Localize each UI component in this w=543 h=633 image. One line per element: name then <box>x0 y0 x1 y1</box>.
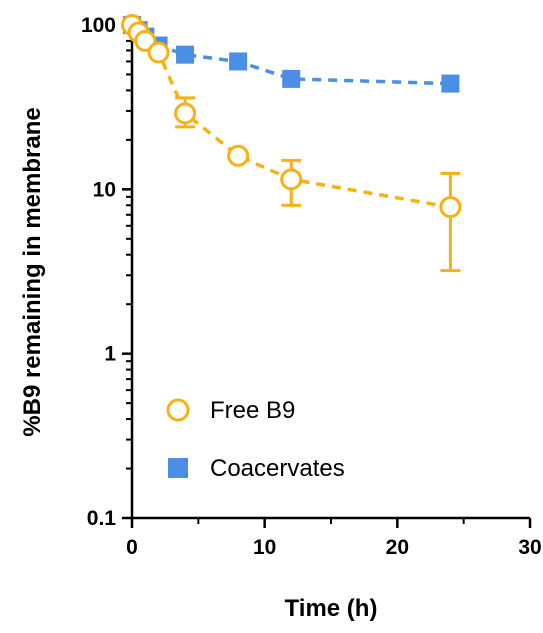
data-point <box>176 45 195 64</box>
y-axis-title: %B9 remaining in membrane <box>19 107 46 436</box>
legend-marker <box>166 398 190 422</box>
data-point <box>229 52 248 71</box>
data-point <box>227 144 250 167</box>
x-ticks: 0 10 20 30 <box>126 518 542 559</box>
y-tick-label: 10 <box>93 178 116 201</box>
legend-item: Coacervates <box>168 455 345 482</box>
series-free-b9 <box>121 14 462 273</box>
legend-marker <box>168 458 188 478</box>
plot-area <box>121 14 462 273</box>
x-tick-label: 30 <box>518 536 541 559</box>
x-axis: 0 10 20 30 <box>126 516 542 559</box>
x-tick-label: 10 <box>253 536 276 559</box>
x-axis-title: Time (h) <box>285 595 378 622</box>
legend-item: Free B9 <box>166 397 295 424</box>
data-point <box>280 168 303 191</box>
x-tick-label: 0 <box>126 536 138 559</box>
y-tick-label: 0.1 <box>87 507 117 530</box>
y-ticks: 0.1 1 10 100 <box>81 14 132 530</box>
data-point <box>439 196 462 219</box>
legend: Free B9 Coacervates <box>166 397 345 482</box>
y-tick-label: 100 <box>81 14 116 37</box>
legend-label: Free B9 <box>210 397 295 424</box>
y-tick-label: 1 <box>104 343 116 366</box>
y-axis: 0.1 1 10 100 <box>81 14 134 530</box>
data-point <box>441 74 460 93</box>
data-point <box>282 69 301 88</box>
x-tick-label: 20 <box>386 536 409 559</box>
data-point <box>147 41 170 64</box>
legend-label: Coacervates <box>210 455 345 482</box>
data-point <box>174 102 197 125</box>
series-line <box>130 23 451 209</box>
series-coacervates <box>123 16 460 93</box>
